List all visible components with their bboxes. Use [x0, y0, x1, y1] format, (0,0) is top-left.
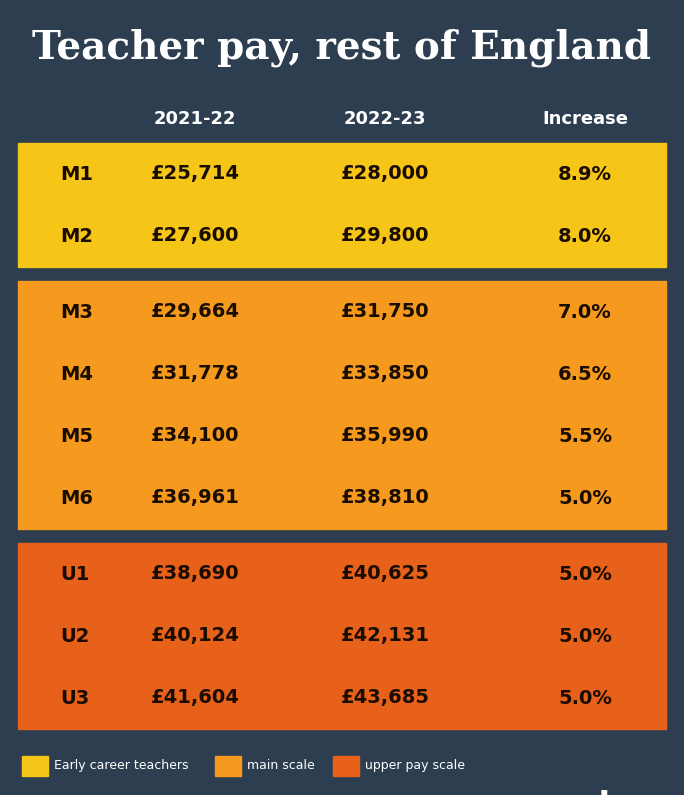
Text: U2: U2: [60, 626, 90, 646]
Text: 5.5%: 5.5%: [558, 426, 612, 445]
Text: £33,850: £33,850: [341, 364, 430, 383]
Bar: [215, 755, 241, 775]
Text: £25,714: £25,714: [150, 165, 239, 184]
Text: £42,131: £42,131: [341, 626, 430, 646]
Text: 2021-22: 2021-22: [154, 110, 236, 128]
Text: £29,800: £29,800: [341, 227, 430, 246]
Text: £36,961: £36,961: [150, 488, 239, 507]
Text: M6: M6: [60, 488, 93, 507]
Text: M2: M2: [60, 227, 93, 246]
Text: tes: tes: [598, 788, 656, 795]
Text: £40,625: £40,625: [341, 564, 430, 584]
Text: U3: U3: [60, 688, 89, 708]
Text: £43,685: £43,685: [341, 688, 430, 708]
Text: M4: M4: [60, 364, 93, 383]
Text: £29,664: £29,664: [150, 303, 239, 321]
Text: £41,604: £41,604: [150, 688, 239, 708]
Text: £27,600: £27,600: [150, 227, 239, 246]
Text: M3: M3: [60, 303, 93, 321]
Text: U1: U1: [60, 564, 90, 584]
Text: 6.5%: 6.5%: [558, 364, 612, 383]
Text: 8.0%: 8.0%: [558, 227, 612, 246]
Text: £35,990: £35,990: [341, 426, 430, 445]
Text: Increase: Increase: [542, 110, 628, 128]
Bar: [18, 143, 666, 267]
Text: £38,690: £38,690: [150, 564, 239, 584]
Text: £28,000: £28,000: [341, 165, 429, 184]
Bar: [18, 543, 666, 729]
Bar: [333, 755, 359, 775]
Text: £38,810: £38,810: [341, 488, 430, 507]
Text: £31,778: £31,778: [150, 364, 239, 383]
Text: M5: M5: [60, 426, 93, 445]
Text: 5.0%: 5.0%: [558, 626, 612, 646]
Text: 8.9%: 8.9%: [558, 165, 612, 184]
Bar: [0, 0, 684, 95]
Text: 5.0%: 5.0%: [558, 564, 612, 584]
Text: M1: M1: [60, 165, 93, 184]
Text: £34,100: £34,100: [150, 426, 239, 445]
Text: 7.0%: 7.0%: [558, 303, 612, 321]
Text: upper pay scale: upper pay scale: [365, 759, 465, 772]
Text: 5.0%: 5.0%: [558, 688, 612, 708]
Text: 2022-23: 2022-23: [344, 110, 426, 128]
Text: main scale: main scale: [247, 759, 315, 772]
Text: 5.0%: 5.0%: [558, 488, 612, 507]
Text: £31,750: £31,750: [341, 303, 430, 321]
Text: Teacher pay, rest of England: Teacher pay, rest of England: [33, 29, 651, 67]
Text: £40,124: £40,124: [150, 626, 239, 646]
Bar: [18, 281, 666, 529]
Text: Early career teachers: Early career teachers: [54, 759, 189, 772]
Bar: [22, 755, 48, 775]
